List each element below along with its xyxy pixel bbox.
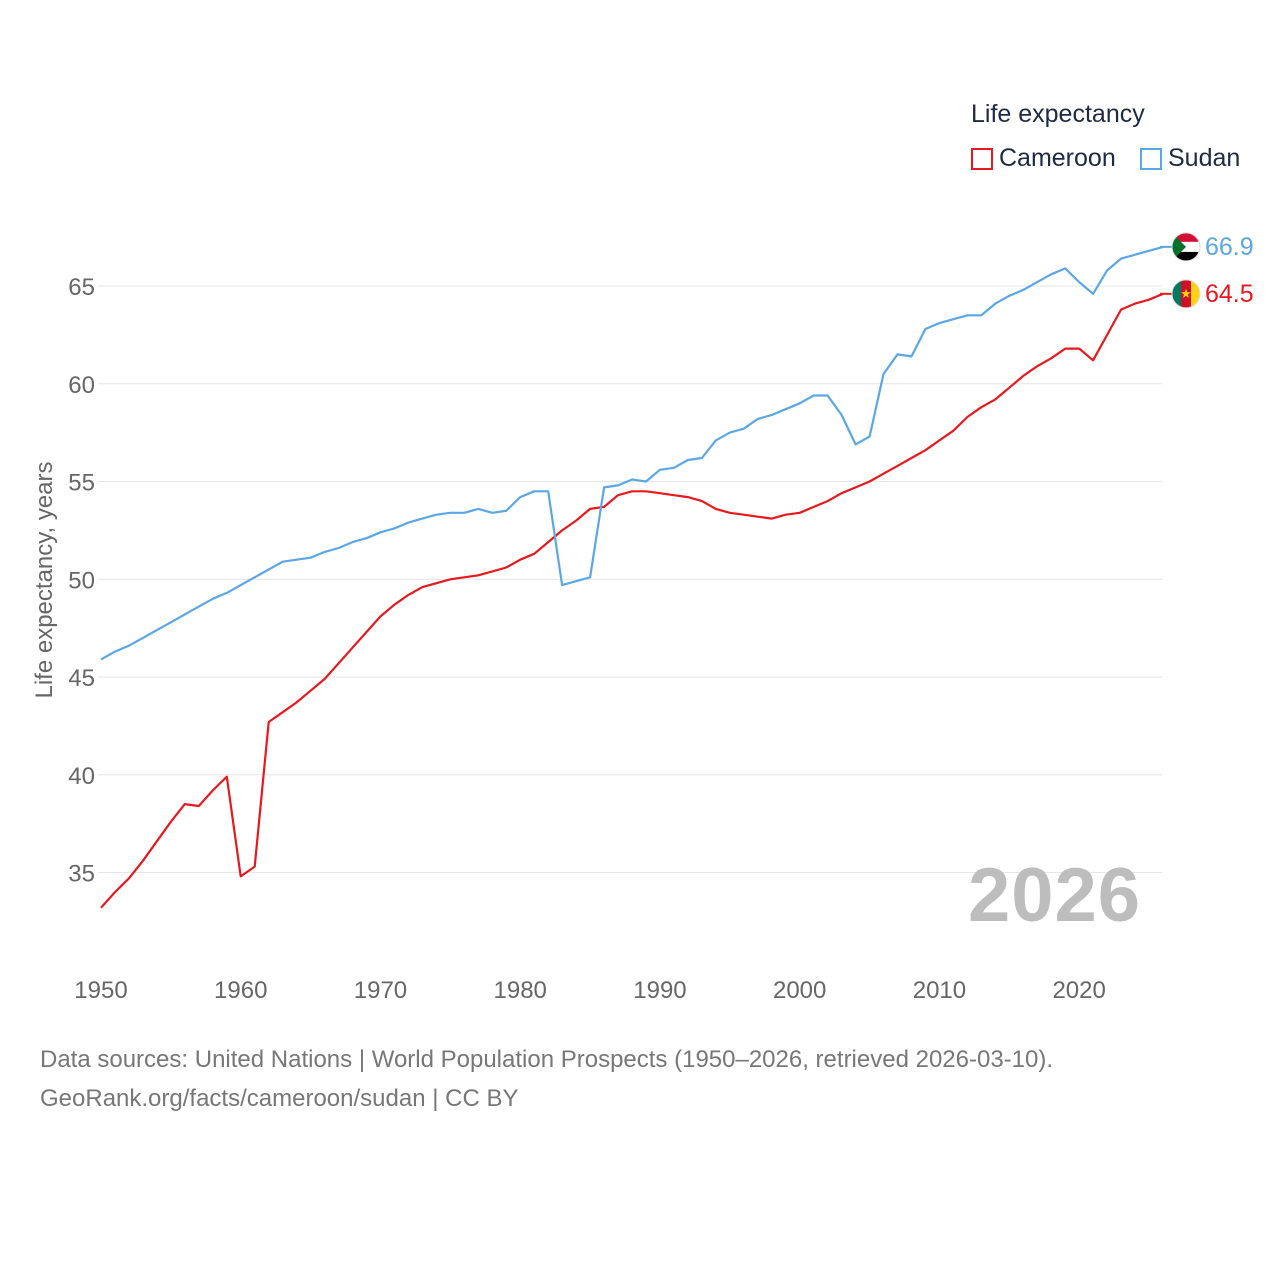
x-tick-label: 2000 [773, 977, 826, 1004]
y-tick-label: 40 [68, 763, 95, 790]
series-line-sudan[interactable] [100, 245, 1164, 661]
sudan-flag-icon [1171, 232, 1201, 262]
end-value-sudan: 66.9 [1205, 233, 1254, 261]
x-tick-label: 1990 [633, 977, 686, 1004]
x-tick-label: 2010 [913, 977, 966, 1004]
end-value-cameroon: 64.5 [1205, 280, 1254, 308]
current-year-label: 2026 [968, 853, 1142, 938]
series-line-cameroon[interactable] [100, 292, 1164, 909]
legend-swatch-cameroon [971, 147, 993, 170]
x-tick-label: 1970 [354, 977, 407, 1004]
y-axis-ticks: 35 40 45 50 55 60 65 [68, 274, 95, 888]
series-lines [100, 245, 1164, 909]
data-source-text: Data sources: United Nations | World Pop… [40, 1046, 1054, 1073]
x-tick-label: 1980 [494, 977, 547, 1004]
y-tick-label: 35 [68, 861, 95, 888]
legend-swatch-sudan [1140, 147, 1162, 170]
legend-title: Life expectancy [971, 100, 1145, 128]
grid-lines [98, 285, 1162, 873]
attribution-text[interactable]: GeoRank.org/facts/cameroon/sudan | CC BY [40, 1085, 519, 1112]
y-tick-label: 60 [68, 372, 95, 399]
legend-item-cameroon[interactable]: Cameroon [971, 144, 1116, 173]
cameroon-flag-icon [1171, 279, 1201, 309]
legend-item-sudan[interactable]: Sudan [1140, 144, 1240, 173]
y-tick-label: 50 [68, 567, 95, 594]
y-tick-label: 45 [68, 665, 95, 692]
x-axis-ticks: 1950 1960 1970 1980 1990 2000 2010 2020 [74, 977, 1106, 1004]
x-tick-label: 2020 [1052, 977, 1105, 1004]
x-tick-label: 1950 [74, 977, 127, 1004]
legend-label-cameroon: Cameroon [999, 144, 1116, 172]
series-end-labels: 64.5 66.9 [1160, 232, 1254, 309]
y-axis-label: Life expectancy, years [31, 461, 58, 698]
y-tick-label: 55 [68, 470, 95, 497]
y-tick-label: 65 [68, 274, 95, 301]
x-tick-label: 1960 [214, 977, 267, 1004]
legend-label-sudan: Sudan [1168, 144, 1241, 172]
